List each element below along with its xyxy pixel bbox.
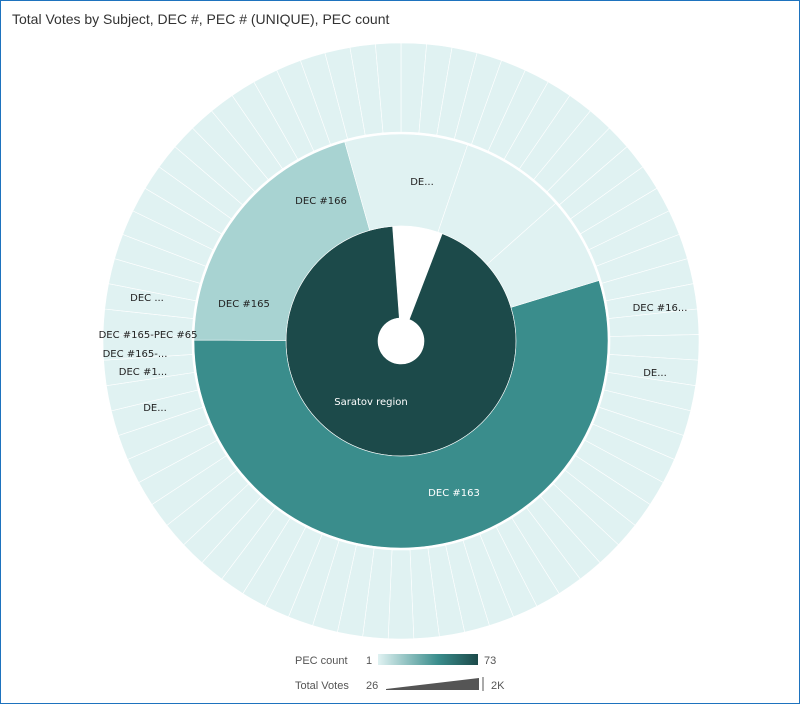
legend-color-gradient <box>378 654 478 665</box>
legend-size-wedge <box>386 677 484 691</box>
sunburst-dec-segment-4[interactable] <box>486 202 600 308</box>
sunburst-pec-label: DE... <box>143 403 167 414</box>
sunburst-pec-label: DEC ... <box>130 293 164 304</box>
sunburst-dec-label: DEC #163 <box>428 488 480 499</box>
legend-color-max: 73 <box>484 655 497 667</box>
legend-size-max: 2K <box>491 680 505 692</box>
legend-color-min: 1 <box>366 655 373 667</box>
sunburst-dec-segment-0[interactable] <box>193 280 609 549</box>
sunburst-pec-label: DEC #165-... <box>103 349 168 360</box>
sunburst-pec-label: DEC #165-PEC #65 <box>99 330 198 341</box>
chart-title: Total Votes by Subject, DEC #, PEC # (UN… <box>12 11 390 27</box>
sunburst-pec-segment[interactable] <box>375 42 402 134</box>
sunburst-dec-label: DEC #165 <box>218 299 270 310</box>
sunburst-dec-label: DEC #166 <box>295 196 347 207</box>
sunburst-pec-label: DE... <box>643 368 667 379</box>
sunburst-pec-segment[interactable] <box>387 549 415 640</box>
sunburst-dec-segment-1[interactable] <box>193 141 371 341</box>
legend-color-title: PEC count <box>295 655 348 667</box>
sunburst-dec-label: DE... <box>410 177 434 188</box>
sunburst-pec-label: DEC #16... <box>633 303 688 314</box>
sunburst-center-hole <box>378 318 424 364</box>
sunburst-root-label: Saratov region <box>334 397 407 408</box>
legend-size-title: Total Votes <box>295 680 349 692</box>
sunburst-pec-label: DEC #1... <box>119 367 167 378</box>
legend-size-min: 26 <box>366 680 379 692</box>
